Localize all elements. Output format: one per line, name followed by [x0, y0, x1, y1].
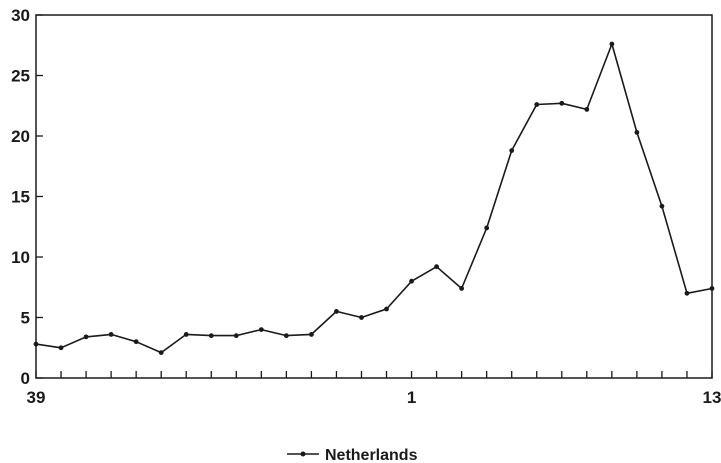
data-point	[133, 339, 139, 345]
data-point	[484, 225, 490, 231]
legend: Netherlands	[287, 447, 418, 463]
data-point	[233, 333, 239, 339]
data-point	[334, 309, 339, 314]
y-tick-label: 15	[11, 188, 30, 207]
data-point	[534, 102, 540, 107]
data-point	[359, 315, 364, 320]
data-point	[384, 306, 389, 312]
data-point	[208, 333, 214, 339]
data-point	[434, 264, 439, 270]
y-tick-label: 25	[11, 67, 30, 86]
data-point	[559, 100, 565, 106]
data-point	[634, 129, 640, 135]
x-tick-label: 1	[407, 388, 416, 407]
y-tick-label: 20	[11, 127, 30, 146]
data-point	[58, 345, 64, 351]
data-point	[459, 286, 465, 291]
x-tick-label: 13	[703, 388, 721, 407]
legend-point-marker	[300, 451, 306, 457]
data-point	[659, 203, 665, 209]
data-point	[584, 106, 590, 112]
data-point	[509, 148, 515, 153]
series-line-netherlands	[35, 43, 713, 354]
y-axis: 0 5 10 15 20 25 30	[11, 6, 43, 388]
data-point	[108, 332, 114, 337]
legend-label: Netherlands	[325, 447, 418, 463]
data-point	[609, 41, 615, 47]
data-point	[684, 290, 690, 296]
series-group	[33, 41, 715, 355]
data-point	[409, 278, 414, 284]
data-point	[33, 341, 39, 347]
y-tick-label: 0	[21, 369, 30, 388]
y-tick-label: 5	[21, 309, 30, 328]
data-point	[183, 332, 189, 337]
y-tick-label: 30	[11, 6, 30, 25]
plot-frame	[35, 14, 713, 379]
x-tick-label: 39	[27, 388, 46, 407]
data-point	[83, 334, 89, 340]
data-point	[158, 350, 164, 355]
data-point	[283, 333, 289, 339]
data-point	[309, 332, 314, 337]
data-point	[258, 327, 264, 332]
y-tick-label: 10	[11, 248, 30, 267]
x-axis: 39 1 13	[27, 371, 721, 407]
data-point	[709, 286, 715, 291]
